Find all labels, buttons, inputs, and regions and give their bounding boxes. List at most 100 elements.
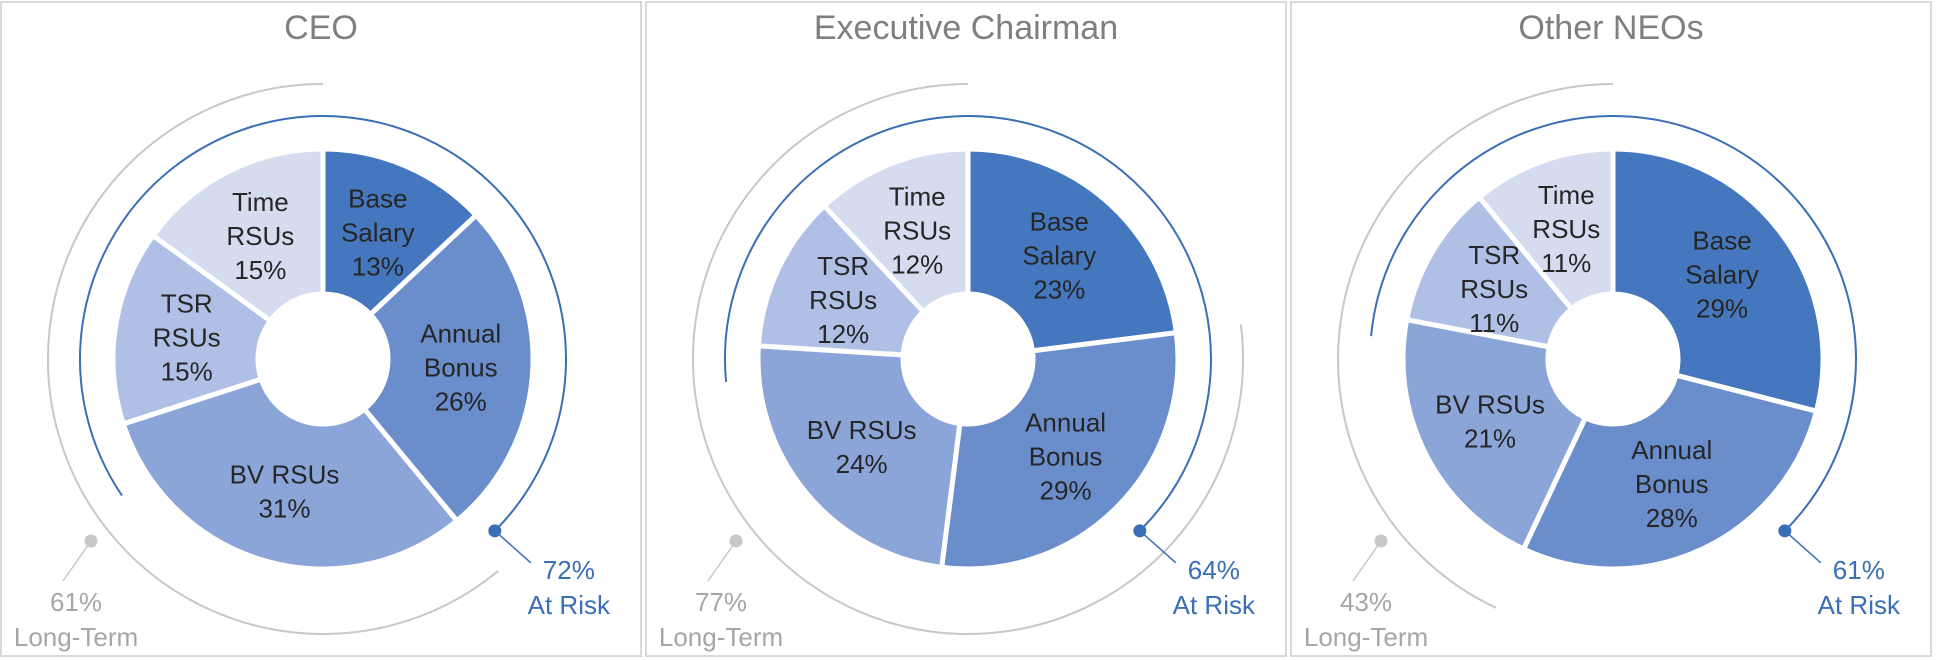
slice-tsr-rsus: [755, 202, 928, 358]
slice-name-label: RSUs: [883, 216, 951, 246]
slice-label-time-rsus: Time RSUs 15%: [226, 187, 294, 285]
slice-value-label: 31%: [258, 494, 310, 524]
slice-value-label: 29%: [1696, 293, 1748, 323]
long-term-marker: [84, 534, 98, 548]
slice-value-label: 12%: [891, 250, 943, 280]
slice-name-label: Time: [232, 187, 289, 217]
slice-annual-bonus: [1520, 372, 1820, 572]
slice-time-rsus: [820, 146, 971, 316]
slice-name-label: TSR: [817, 251, 869, 281]
long-term-leader-line: [62, 540, 92, 582]
slice-value-label: 24%: [836, 449, 888, 479]
slice-annual-bonus: [938, 329, 1181, 572]
slice-bv-rsus: [755, 343, 963, 571]
slice-time-rsus: [149, 146, 326, 325]
slice-base-salary: [965, 146, 1180, 354]
slice-name-label: Salary: [1685, 259, 1759, 289]
long-term-percent: 43%: [1340, 587, 1392, 617]
at-risk-marker: [488, 524, 502, 538]
slice-name-label: RSUs: [226, 221, 294, 251]
donut-chart-ceo: Base Salary 13% Annual Bonus 26% BV RSUs 31% TSR…: [14, 83, 611, 652]
slice-name-label: Base: [1692, 225, 1751, 255]
at-risk-text: At Risk: [1818, 590, 1901, 620]
at-risk-label: 61% At Risk: [1818, 555, 1901, 620]
slice-value-label: 13%: [352, 251, 404, 281]
slice-name-label: Salary: [1022, 240, 1096, 270]
slice-value-label: 11%: [1541, 248, 1591, 278]
slice-label-annual-bonus: Annual Bonus 29%: [1025, 408, 1106, 506]
slice-name-label: Salary: [341, 217, 415, 247]
slice-name-label: Bonus: [1029, 442, 1103, 472]
at-risk-leader-line: [494, 530, 532, 564]
long-term-label: 77% Long-Term: [659, 587, 783, 652]
slice-label-bv-rsus: BV RSUs 31%: [230, 460, 340, 524]
at-risk-leader-line: [1139, 530, 1177, 564]
slice-label-bv-rsus: BV RSUs 21%: [1435, 390, 1545, 454]
donut-chart-other-neos: Base Salary 29% Annual Bonus 28% BV RSUs 21% TSR…: [1304, 83, 1901, 652]
slice-name-label: Base: [348, 183, 407, 213]
slice-annual-bonus: [360, 211, 536, 525]
at-risk-marker: [1778, 524, 1792, 538]
at-risk-label: 72% At Risk: [528, 555, 611, 620]
slice-name-label: RSUs: [1460, 274, 1528, 304]
slice-label-bv-rsus: BV RSUs 24%: [807, 415, 917, 479]
slice-label-base-salary: Base Salary 13%: [341, 183, 415, 281]
long-term-arc: [47, 83, 499, 635]
long-term-marker: [729, 534, 743, 548]
slice-tsr-rsus: [110, 232, 274, 428]
long-term-arc: [692, 83, 1244, 635]
slice-name-label: RSUs: [153, 322, 221, 352]
slice-value-label: 11%: [1469, 308, 1519, 338]
chart-panel-executive-chairman: Executive Chairman Base Salary 23% Annual Bo…: [645, 1, 1287, 657]
long-term-text: Long-Term: [14, 622, 138, 652]
long-term-leader-line: [707, 540, 737, 582]
slice-name-label: TSR: [1468, 240, 1520, 270]
slice-bv-rsus: [1400, 316, 1589, 553]
slice-name-label: RSUs: [809, 285, 877, 315]
slice-label-base-salary: Base Salary 23%: [1022, 206, 1096, 304]
long-term-label: 43% Long-Term: [1304, 587, 1428, 652]
slice-name-label: Base: [1030, 206, 1089, 236]
at-risk-leader-line: [1784, 530, 1822, 564]
slice-value-label: 26%: [435, 387, 487, 417]
chart-title: CEO: [284, 9, 358, 47]
long-term-percent: 61%: [50, 587, 102, 617]
long-term-text: Long-Term: [1304, 622, 1428, 652]
long-term-leader-line: [1352, 540, 1382, 582]
slice-name-label: Bonus: [1635, 469, 1709, 499]
slice-time-rsus: [1475, 146, 1616, 313]
slice-name-label: Annual: [1631, 435, 1712, 465]
donut-chart-executive-chairman: Base Salary 23% Annual Bonus 29% BV RSUs 24% TSR…: [659, 83, 1256, 652]
slice-label-time-rsus: Time RSUs 11%: [1532, 180, 1600, 278]
at-risk-label: 64% At Risk: [1173, 555, 1256, 620]
slice-value-label: 28%: [1646, 503, 1698, 533]
slice-base-salary: [1610, 146, 1826, 415]
slice-label-tsr-rsus: TSR RSUs 11%: [1460, 240, 1528, 338]
slice-label-time-rsus: Time RSUs 12%: [883, 182, 951, 280]
slice-value-label: 23%: [1033, 274, 1085, 304]
chart-panel-other-neos: Other NEOs Base Salary 29% Annual Bonus 28% BV…: [1290, 1, 1932, 657]
slice-bv-rsus: [120, 375, 461, 572]
long-term-percent: 77%: [695, 587, 747, 617]
slice-label-tsr-rsus: TSR RSUs 15%: [153, 288, 221, 386]
slice-name-label: Annual: [420, 319, 501, 349]
slice-value-label: 15%: [161, 356, 213, 386]
slice-name-label: Bonus: [424, 353, 498, 383]
at-risk-percent: 72%: [543, 555, 595, 585]
slice-label-tsr-rsus: TSR RSUs 12%: [809, 251, 877, 349]
long-term-label: 61% Long-Term: [14, 587, 138, 652]
slice-name-label: RSUs: [1532, 214, 1600, 244]
slice-name-label: Time: [889, 182, 946, 212]
long-term-marker: [1374, 534, 1388, 548]
chart-panel-ceo: CEO Base Salary 13% Annual Bonus 26% BV RSUs 31…: [0, 1, 642, 657]
slice-value-label: 15%: [234, 255, 286, 285]
slice-label-annual-bonus: Annual Bonus 28%: [1631, 435, 1712, 533]
slice-tsr-rsus: [1403, 193, 1576, 350]
chart-title: Other NEOs: [1518, 9, 1704, 47]
slice-name-label: BV RSUs: [1435, 390, 1545, 420]
at-risk-arc: [1370, 115, 1857, 532]
slice-value-label: 12%: [817, 319, 869, 349]
slice-name-label: BV RSUs: [807, 415, 917, 445]
slice-label-base-salary: Base Salary 29%: [1685, 225, 1759, 323]
